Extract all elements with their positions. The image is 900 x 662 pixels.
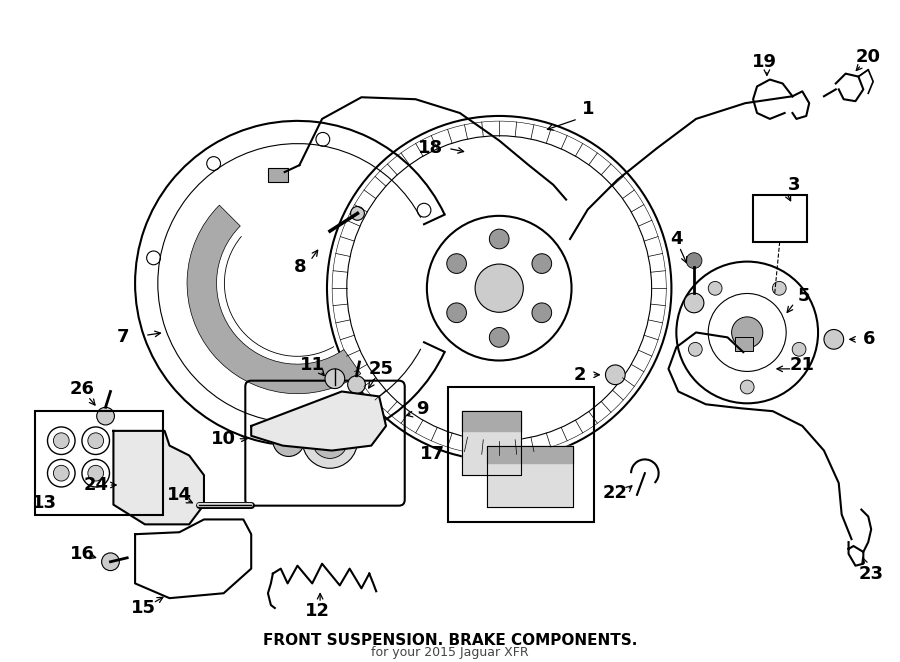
- Circle shape: [88, 465, 104, 481]
- Text: 24: 24: [83, 476, 108, 494]
- Text: 22: 22: [603, 484, 628, 502]
- Text: 20: 20: [856, 48, 881, 66]
- Text: FRONT SUSPENSION. BRAKE COMPONENTS.: FRONT SUSPENSION. BRAKE COMPONENTS.: [263, 633, 637, 648]
- Text: 25: 25: [369, 360, 393, 378]
- Polygon shape: [113, 431, 204, 524]
- Circle shape: [102, 553, 120, 571]
- Text: 19: 19: [752, 53, 778, 71]
- Text: 5: 5: [798, 287, 811, 305]
- Circle shape: [490, 229, 509, 249]
- Circle shape: [302, 413, 357, 468]
- Circle shape: [325, 369, 345, 389]
- Polygon shape: [462, 411, 521, 431]
- Circle shape: [88, 433, 104, 449]
- Text: 11: 11: [300, 356, 325, 374]
- Text: 17: 17: [419, 444, 445, 463]
- Bar: [448, 387, 594, 522]
- Circle shape: [532, 303, 552, 322]
- Polygon shape: [488, 446, 573, 463]
- Bar: [753, 195, 807, 242]
- Bar: [735, 338, 753, 351]
- Polygon shape: [251, 391, 386, 451]
- Text: 6: 6: [863, 330, 876, 348]
- Polygon shape: [462, 411, 521, 475]
- Circle shape: [772, 281, 787, 295]
- Circle shape: [732, 317, 763, 348]
- Circle shape: [686, 253, 702, 269]
- Text: 12: 12: [304, 602, 329, 620]
- Bar: [268, 168, 288, 182]
- Text: 2: 2: [573, 366, 586, 384]
- Text: 9: 9: [416, 401, 428, 418]
- Text: 26: 26: [69, 379, 94, 398]
- Circle shape: [446, 254, 466, 273]
- Text: 23: 23: [859, 565, 884, 583]
- Circle shape: [688, 342, 702, 356]
- Text: 10: 10: [212, 430, 236, 448]
- Bar: [35, 411, 163, 514]
- Circle shape: [312, 423, 347, 458]
- Text: 21: 21: [790, 356, 815, 374]
- Circle shape: [532, 254, 552, 273]
- Circle shape: [824, 330, 843, 349]
- Circle shape: [96, 407, 114, 425]
- Text: 16: 16: [69, 545, 94, 563]
- Text: for your 2015 Jaguar XFR: for your 2015 Jaguar XFR: [371, 646, 529, 659]
- Circle shape: [684, 293, 704, 312]
- Circle shape: [273, 425, 304, 457]
- Circle shape: [741, 380, 754, 394]
- Circle shape: [53, 465, 69, 481]
- Circle shape: [606, 365, 626, 385]
- Circle shape: [708, 281, 722, 295]
- Text: 3: 3: [788, 176, 801, 194]
- Circle shape: [475, 264, 523, 312]
- Circle shape: [792, 342, 806, 356]
- Text: 8: 8: [294, 258, 307, 275]
- Circle shape: [490, 328, 509, 347]
- Polygon shape: [488, 446, 573, 506]
- Text: 14: 14: [166, 486, 192, 504]
- Text: 7: 7: [117, 328, 130, 346]
- Circle shape: [351, 207, 364, 220]
- Circle shape: [446, 303, 466, 322]
- Wedge shape: [187, 205, 361, 394]
- Text: 1: 1: [581, 100, 594, 118]
- Text: 13: 13: [32, 494, 57, 512]
- Text: 15: 15: [130, 599, 156, 617]
- Text: 18: 18: [418, 140, 443, 158]
- Circle shape: [347, 376, 365, 393]
- Text: 4: 4: [670, 230, 682, 248]
- Circle shape: [53, 433, 69, 449]
